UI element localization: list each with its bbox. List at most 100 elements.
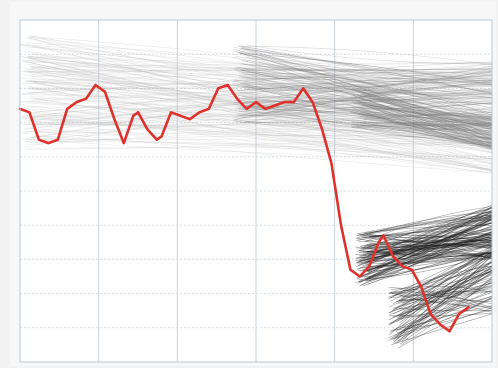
background-trajectory-line	[361, 104, 493, 135]
background-trajectory-line	[33, 98, 493, 171]
background-trajectory-line	[28, 91, 493, 103]
background-trajectory-line	[245, 100, 493, 123]
background-trajectory-line	[242, 83, 493, 91]
background-trajectory-line	[360, 219, 493, 236]
background-trajectory-line	[356, 251, 493, 278]
background-trajectory-line	[24, 76, 493, 85]
background-trajectory-line	[365, 213, 493, 280]
background-trajectory-line	[246, 104, 493, 148]
background-trajectory-line	[356, 258, 493, 269]
background-trajectory-line	[242, 73, 493, 108]
background-trajectory-line	[354, 98, 493, 141]
background-trajectory-line	[390, 254, 493, 298]
background-trajectory-line	[351, 89, 493, 143]
background-trajectory-line	[240, 65, 493, 107]
background-trajectory-line	[28, 112, 493, 161]
background-trajectory-line	[359, 242, 493, 262]
background-trajectory-line	[388, 312, 493, 317]
background-trajectory-line	[240, 52, 493, 85]
background-trajectory-line	[363, 119, 493, 137]
background-trajectory-line	[362, 96, 493, 127]
background-trajectory-line	[367, 204, 493, 263]
background-trajectory-line	[389, 253, 493, 336]
background-trajectory-line	[242, 85, 493, 132]
background-trajectory-line	[23, 118, 493, 126]
background-trajectory-line	[366, 219, 493, 272]
background-trajectory-line	[399, 297, 493, 329]
background-trajectory-line	[401, 261, 493, 306]
background-trajectory-line	[368, 243, 493, 253]
background-trajectory-line	[359, 110, 493, 141]
background-trajectory-line	[389, 245, 493, 308]
background-trajectory-line	[359, 116, 493, 124]
background-trajectory-line	[396, 306, 493, 334]
background-trajectory-line	[236, 107, 493, 144]
background-trajectory-line	[388, 295, 493, 339]
background-trajectory-line	[360, 95, 493, 120]
background-trajectory-line	[245, 72, 493, 78]
background-trajectory-line	[32, 54, 493, 112]
background-trajectory-line	[242, 80, 493, 103]
background-trajectory-line	[21, 138, 493, 160]
background-trajectory-line	[29, 88, 493, 118]
background-trajectory-line	[399, 270, 493, 324]
background-trajectory-line	[25, 114, 493, 164]
background-trajectory-line	[364, 101, 493, 134]
background-trajectory-line	[360, 117, 493, 126]
background-trajectory-line	[388, 262, 493, 326]
background-trajectory-line	[245, 48, 493, 80]
background-trajectory-line	[391, 291, 493, 293]
background-trajectory-line	[362, 213, 493, 238]
background-trajectory-line	[26, 138, 493, 147]
background-trajectory-line	[241, 46, 493, 140]
highlight-series-line	[18, 83, 470, 333]
background-trajectory-line	[401, 265, 493, 342]
background-trajectory-line	[239, 69, 493, 103]
background-trajectory-line	[365, 217, 493, 264]
background-trajectory-line	[360, 231, 493, 286]
chart-frame	[10, 2, 496, 366]
background-trajectory-line	[30, 68, 493, 72]
background-trajectory-line	[21, 114, 493, 122]
background-trajectory-line	[236, 66, 493, 131]
background-trajectory-line	[368, 211, 493, 273]
background-trajectory-line	[364, 206, 493, 272]
background-trajectory-line	[392, 255, 493, 343]
background-trajectory-line	[21, 82, 493, 96]
background-trajectory-line	[33, 112, 493, 137]
background-trajectory-line	[31, 75, 493, 100]
background-trajectory-line	[394, 254, 493, 342]
background-trajectory-line	[20, 43, 493, 91]
background-trajectory-line	[237, 97, 493, 107]
background-trajectory-line	[359, 231, 493, 287]
background-trajectory-line	[356, 117, 493, 125]
background-trajectory-line	[31, 62, 493, 77]
background-trajectory-line	[359, 234, 493, 268]
background-trajectory-line	[368, 211, 493, 263]
background-trajectory-line	[369, 238, 493, 247]
background-trajectory-line	[358, 233, 493, 255]
background-trajectory-line	[245, 44, 493, 65]
background-trajectory-line	[392, 271, 493, 318]
background-trajectory-line	[237, 52, 493, 92]
background-trajectory-line	[239, 48, 493, 142]
background-trajectory-line	[395, 266, 493, 344]
background-trajectory-line	[362, 233, 493, 273]
background-trajectory-line	[362, 233, 493, 271]
background-trajectory-line	[28, 56, 493, 81]
background-trajectory-line	[20, 70, 493, 94]
background-trajectory-line	[358, 91, 493, 148]
background-trajectory-line	[390, 292, 493, 307]
background-trajectory-line	[241, 96, 493, 140]
background-trajectory-line	[360, 124, 493, 130]
background-trajectory-line	[26, 85, 493, 142]
background-trajectory-line	[236, 97, 493, 126]
background-trajectory-line	[26, 92, 493, 124]
background-trajectory-line	[26, 56, 493, 82]
background-trajectory-line	[30, 36, 493, 85]
background-trajectory-line	[352, 122, 493, 129]
background-trajectory-line	[367, 250, 493, 258]
background-trajectory-line	[360, 113, 493, 134]
background-trajectory-line	[233, 50, 493, 127]
background-trajectory-line	[238, 102, 493, 114]
